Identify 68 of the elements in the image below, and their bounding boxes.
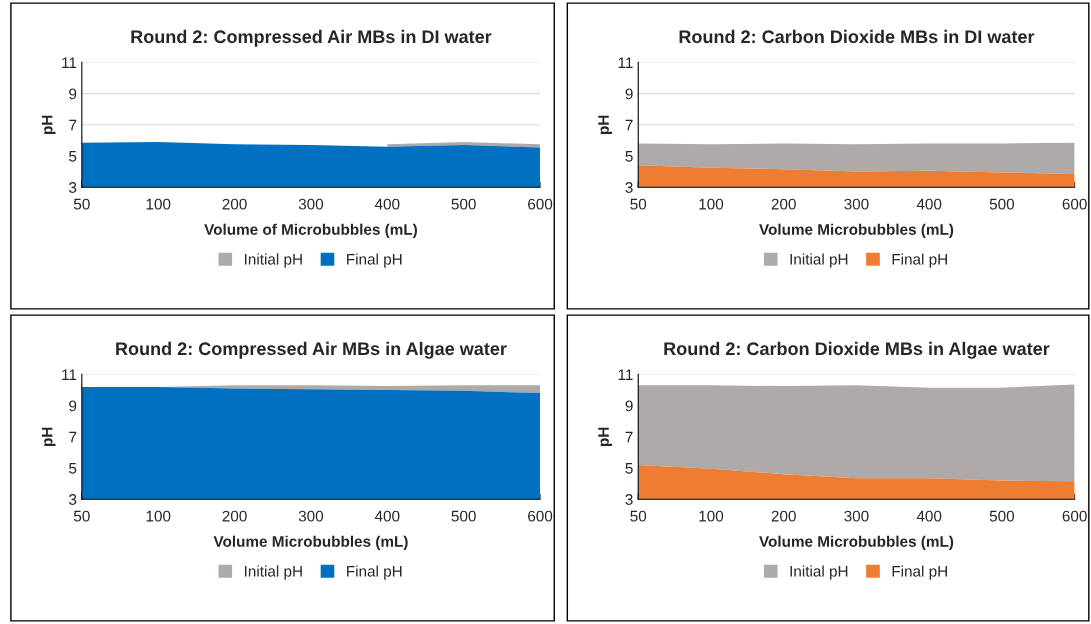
x-tick-label: 600	[528, 198, 553, 210]
y-tick-label: 3	[69, 182, 77, 193]
legend-label: Final pH	[347, 565, 402, 580]
y-tick-label: 7	[69, 431, 77, 443]
legend-label: Initial pH	[245, 253, 302, 268]
x-tick-label: 600	[1062, 198, 1087, 210]
y-tick-label: 5	[625, 463, 633, 474]
x-tick-label: 300	[298, 198, 324, 210]
x-tick-label: 500	[989, 198, 1015, 210]
legend-label: Final pH	[347, 253, 402, 268]
x-tick-label: 300	[298, 510, 324, 522]
y-tick-label: 5	[69, 463, 77, 474]
x-axis-title: Volume Microbubbles (mL)	[759, 223, 954, 238]
y-tick-label: 9	[625, 88, 633, 100]
legend-label: Final pH	[892, 253, 947, 268]
y-tick-label: 3	[69, 494, 77, 505]
y-axis-title: pH	[598, 115, 612, 134]
x-tick-label: 50	[73, 510, 90, 522]
chart-title: Round 2: Compressed Air MBs in Algae water	[116, 341, 507, 359]
y-tick-label: 7	[625, 431, 633, 443]
y-axis-title: pH	[41, 427, 56, 446]
x-tick-label: 200	[771, 510, 796, 522]
legend-label: Final pH	[892, 565, 947, 580]
y-tick-label: 9	[69, 88, 77, 100]
y-axis-title: pH	[598, 427, 612, 446]
x-tick-label: 200	[222, 198, 247, 210]
y-tick-label: 7	[625, 119, 633, 131]
chart-title: Round 2: Compressed Air MBs in DI water	[131, 29, 492, 47]
x-tick-label: 600	[528, 510, 553, 522]
x-axis-title: Volume of Microbubbles (mL)	[204, 223, 417, 238]
x-tick-label: 50	[630, 510, 647, 522]
y-tick-label: 5	[69, 151, 77, 162]
x-tick-label: 100	[146, 198, 171, 210]
y-axis-title: pH	[41, 115, 56, 134]
x-tick-label: 400	[374, 510, 400, 522]
x-tick-label: 600	[1062, 510, 1087, 522]
chart-title: Round 2: Carbon Dioxide MBs in Algae water	[664, 341, 1050, 359]
x-tick-label: 300	[844, 198, 869, 210]
legend-label: Initial pH	[790, 565, 848, 580]
x-tick-label: 500	[989, 510, 1015, 522]
x-tick-label: 200	[771, 198, 796, 210]
x-axis-title: Volume Microbubbles (mL)	[213, 535, 408, 550]
chart-title: Round 2: Carbon Dioxide MBs in DI water	[679, 29, 1035, 44]
legend-label: Initial pH	[790, 253, 848, 268]
x-tick-label: 400	[374, 198, 400, 210]
x-tick-label: 400	[916, 510, 942, 522]
x-tick-label: 100	[146, 510, 171, 522]
y-tick-label: 9	[69, 400, 77, 412]
y-tick-label: 5	[625, 151, 633, 162]
x-tick-label: 500	[451, 198, 476, 210]
x-tick-label: 400	[916, 198, 942, 210]
y-tick-label: 7	[69, 119, 77, 131]
y-tick-label: 3	[625, 182, 633, 193]
y-tick-label: 11	[62, 57, 77, 68]
legend-label: Initial pH	[245, 565, 302, 580]
x-tick-label: 500	[451, 510, 476, 522]
x-tick-label: 200	[222, 510, 247, 522]
x-tick-label: 100	[699, 510, 724, 522]
x-tick-label: 300	[844, 510, 869, 522]
x-tick-label: 50	[73, 198, 90, 210]
x-tick-label: 50	[630, 198, 647, 210]
y-tick-label: 9	[625, 400, 633, 412]
x-tick-label: 100	[699, 198, 724, 210]
x-axis-title: Volume Microbubbles (mL)	[759, 535, 954, 550]
y-tick-label: 3	[625, 494, 633, 505]
y-tick-label: 11	[618, 57, 633, 68]
y-tick-label: 11	[618, 369, 633, 380]
y-tick-label: 11	[62, 369, 77, 380]
